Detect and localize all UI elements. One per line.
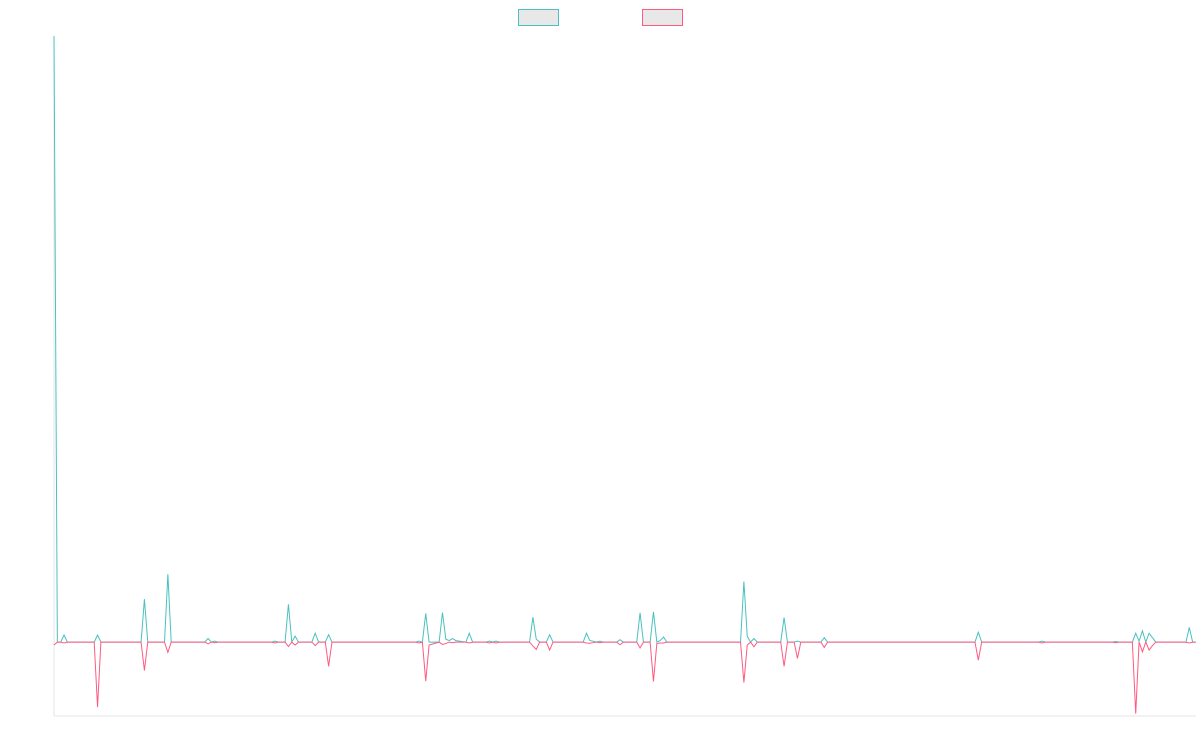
legend-swatch-series-2[interactable] <box>642 9 683 26</box>
series-line-1 <box>53 35 1196 644</box>
axes <box>53 36 1196 717</box>
series-line-2 <box>53 640 1196 714</box>
legend[interactable] <box>518 9 683 26</box>
legend-swatch-series-1[interactable] <box>518 9 559 26</box>
series-layer <box>53 35 1196 714</box>
